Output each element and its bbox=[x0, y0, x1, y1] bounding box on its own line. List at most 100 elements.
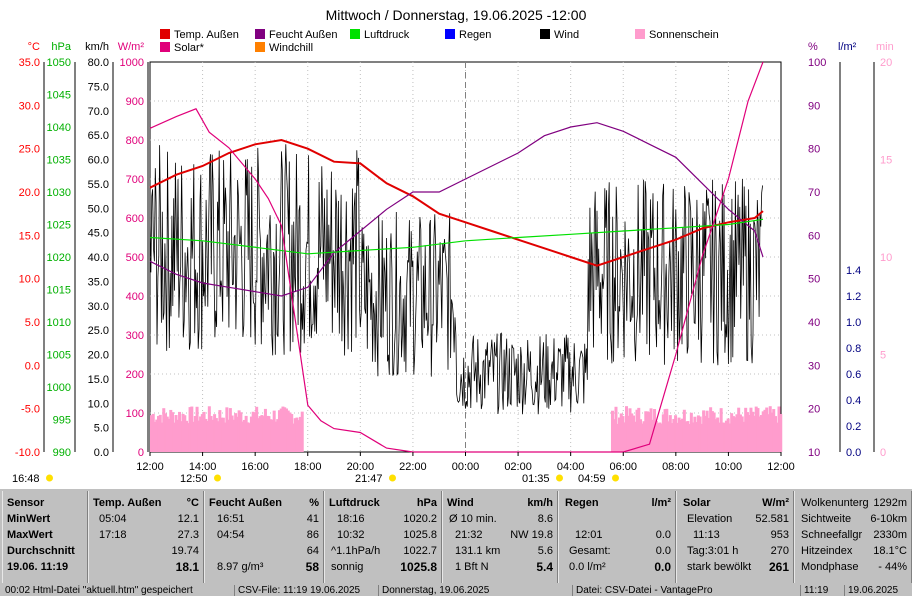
sunshine-bar bbox=[772, 409, 776, 452]
x-tick-label: 08:00 bbox=[662, 461, 690, 473]
pressure-min: 1020.2 bbox=[403, 513, 437, 525]
sunshine-bar bbox=[749, 407, 753, 452]
rain-time: 12:01 bbox=[575, 529, 603, 541]
axis-unit: W/m² bbox=[118, 41, 145, 53]
tick-label: 10 bbox=[808, 447, 820, 459]
solar-elevation: 52.581 bbox=[755, 513, 789, 525]
tick-label: 0.6 bbox=[846, 369, 861, 381]
tick-label: 0.0 bbox=[846, 447, 861, 459]
sun-icon bbox=[612, 474, 619, 482]
tick-label: 35.0 bbox=[88, 276, 109, 288]
sunshine-bar bbox=[765, 407, 769, 452]
sunshine-bar bbox=[745, 412, 749, 452]
x-tick-label: 06:00 bbox=[609, 461, 637, 473]
sunshine-bar bbox=[737, 407, 741, 452]
max-label: MaxWert bbox=[7, 529, 53, 541]
sunshine-bar bbox=[192, 421, 196, 452]
sunshine-bar bbox=[276, 419, 280, 452]
legend-label: Windchill bbox=[269, 42, 313, 54]
sunshine-bar bbox=[759, 415, 763, 452]
x-marker-label: 21:47 bbox=[355, 473, 383, 485]
series-solar bbox=[149, 61, 764, 453]
sunshine-bar bbox=[738, 414, 742, 452]
sunshine-bar bbox=[277, 410, 281, 452]
status-bar: 00:02 Html-Datei "aktuell.htm" gespeiche… bbox=[0, 585, 912, 596]
sunshine-bar bbox=[742, 421, 746, 452]
cloud-base: 1292m bbox=[873, 497, 907, 509]
sunshine-bar bbox=[763, 409, 767, 452]
axis-unit: hPa bbox=[51, 41, 71, 53]
sunshine-bar bbox=[202, 411, 206, 452]
sunshine-bar bbox=[286, 410, 290, 452]
x-tick-label: 14:00 bbox=[189, 461, 217, 473]
sunshine-bar bbox=[654, 420, 658, 452]
temp-max: 27.3 bbox=[177, 529, 199, 541]
sunshine-bar bbox=[691, 422, 695, 452]
sunshine-bar bbox=[185, 420, 189, 452]
pressure-max: 1025.8 bbox=[403, 529, 437, 541]
cloud-base-label: Wolkenunterg bbox=[801, 497, 869, 509]
misc-section: Wolkenunterg 1292m Sichtweite 6-10km Schne… bbox=[794, 491, 912, 583]
sun-icon bbox=[214, 474, 221, 482]
pressure-avg: 1022.7 bbox=[403, 545, 437, 557]
sunshine-bar bbox=[656, 423, 660, 452]
legend-label: Luftdruck bbox=[364, 29, 410, 41]
sunshine-bar bbox=[158, 414, 162, 452]
rain-amount: 0.0 l/m² bbox=[569, 561, 606, 573]
temp-header: Temp. Außen bbox=[93, 497, 162, 509]
chart-plot bbox=[149, 61, 783, 453]
tick-label: 20 bbox=[808, 404, 820, 416]
tick-label: 75.0 bbox=[88, 81, 109, 93]
sun-icon bbox=[46, 474, 53, 482]
axis-unit: min bbox=[876, 41, 894, 53]
status-csv-file: CSV-File: 11:19 19.06.2025 bbox=[234, 585, 360, 596]
wind-unit: km/h bbox=[527, 497, 553, 509]
tick-label: 200 bbox=[126, 369, 144, 381]
wind-avg-label: Ø 10 min. bbox=[449, 513, 497, 525]
sunshine-bar bbox=[628, 408, 632, 452]
sunshine-bar bbox=[670, 423, 674, 452]
sunshine-bar bbox=[612, 419, 616, 452]
tick-label: 40 bbox=[808, 317, 820, 329]
tick-label: 1035 bbox=[47, 155, 71, 167]
x-tick-label: 20:00 bbox=[347, 461, 375, 473]
sunshine-bar bbox=[281, 406, 285, 452]
sunshine-bar bbox=[255, 406, 259, 452]
sunshine-bar bbox=[639, 419, 643, 452]
pressure-now: 1025.8 bbox=[400, 560, 437, 574]
humidity-unit: % bbox=[309, 497, 319, 509]
sunshine-bar bbox=[155, 419, 159, 452]
sunshine-bar bbox=[153, 421, 157, 452]
tick-label: 1025 bbox=[47, 220, 71, 232]
sunshine-bar bbox=[630, 413, 634, 452]
temp-max-time: 17:18 bbox=[99, 529, 127, 541]
axis-unit: °C bbox=[28, 41, 40, 53]
sunshine-bar bbox=[751, 411, 755, 452]
sunshine-bar bbox=[709, 407, 713, 452]
sunshine-bar bbox=[752, 415, 756, 452]
min-label: MinWert bbox=[7, 513, 51, 525]
sunshine-bar bbox=[642, 421, 646, 452]
tick-label: 15 bbox=[880, 155, 892, 167]
sunshine-bar bbox=[150, 415, 153, 452]
sunshine-bar bbox=[167, 418, 171, 452]
tick-label: 100 bbox=[808, 57, 826, 69]
humidity-now: 58 bbox=[305, 560, 319, 574]
tick-label: 10 bbox=[880, 252, 892, 264]
sunshine-bar bbox=[619, 413, 623, 452]
tick-label: 15.0 bbox=[19, 230, 40, 242]
sunshine-bar bbox=[263, 408, 267, 452]
tick-label: 50.0 bbox=[88, 203, 109, 215]
tick-label: 65.0 bbox=[88, 130, 109, 142]
sunshine-bar bbox=[632, 415, 636, 452]
axis-unit: l/m² bbox=[838, 41, 857, 53]
chart-axes: °C 35.0 30.0 25.0 20.0 15.0 10.0 5.0 0.0 -5.0 -10.… bbox=[15, 41, 894, 459]
sunshine-bar bbox=[668, 415, 672, 452]
sunshine-bar bbox=[199, 416, 203, 452]
legend-label: Solar* bbox=[174, 42, 205, 54]
sunshine-bar bbox=[700, 423, 704, 452]
sunshine-bar bbox=[186, 423, 190, 452]
x-tick-label: 12:00 bbox=[767, 461, 795, 473]
sunshine-bar bbox=[284, 408, 288, 452]
status-source: Datei: CSV-Datei - VantagePro bbox=[572, 585, 713, 596]
